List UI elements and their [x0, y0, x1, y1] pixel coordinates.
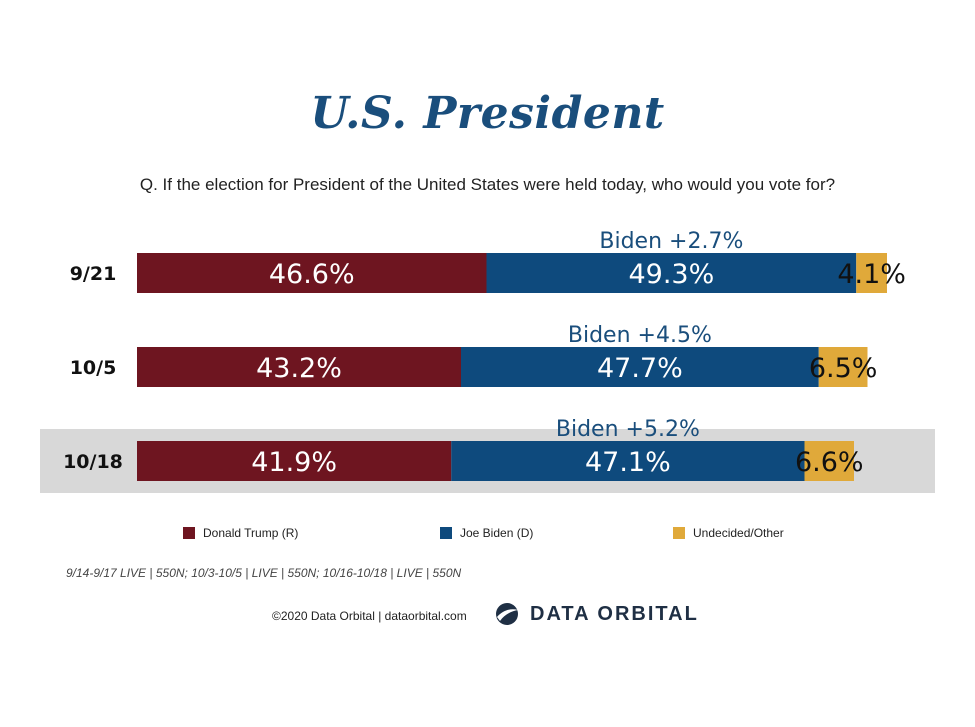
stacked-bar-chart: 9/21 46.6% 49.3% 4.1% Biden +2.7% 10/5 43.2% 47… — [40, 229, 935, 493]
legend-label-trump: Donald Trump (R) — [203, 526, 299, 540]
bar-trump — [137, 347, 461, 387]
value-label-undecided: 4.1% — [837, 259, 906, 290]
value-label-trump: 43.2% — [256, 353, 342, 384]
value-label-trump: 46.6% — [269, 259, 355, 290]
value-label-undecided: 6.5% — [809, 353, 878, 384]
legend-item-biden: Joe Biden (D) — [440, 526, 533, 540]
brand-logo: DATA ORBITAL — [494, 601, 699, 627]
copyright-text: ©2020 Data Orbital | dataorbital.com — [272, 609, 467, 623]
value-label-trump: 41.9% — [251, 447, 337, 478]
legend-swatch-undecided — [673, 527, 685, 539]
legend-label-undecided: Undecided/Other — [693, 526, 784, 540]
bar-biden — [451, 441, 805, 481]
margin-label: Biden +2.7% — [599, 229, 743, 254]
bar-undecided — [818, 347, 868, 387]
legend-item-trump: Donald Trump (R) — [183, 526, 298, 540]
survey-question: Q. If the election for President of the … — [139, 175, 836, 194]
value-label-biden: 49.3% — [628, 259, 714, 290]
methodology-note: 9/14-9/17 LIVE | 550N; 10/3-10/5 | LIVE … — [66, 566, 462, 580]
date-label: 9/21 — [70, 263, 117, 285]
legend-item-undecided: Undecided/Other — [673, 526, 784, 540]
bar-undecided — [856, 253, 887, 293]
brand-name: DATA ORBITAL — [530, 602, 699, 625]
bar-biden — [486, 253, 857, 293]
bar-trump — [137, 253, 487, 293]
value-label-biden: 47.7% — [597, 353, 683, 384]
legend-swatch-biden — [440, 527, 452, 539]
date-label: 10/18 — [63, 451, 123, 473]
value-label-undecided: 6.6% — [795, 447, 864, 478]
legend-swatch-trump — [183, 527, 195, 539]
margin-label: Biden +5.2% — [556, 417, 700, 442]
bar-trump — [137, 441, 452, 481]
value-label-biden: 47.1% — [585, 447, 671, 478]
bar-biden — [461, 347, 819, 387]
legend: Donald Trump (R) Joe Biden (D) Undecided… — [0, 526, 975, 546]
date-label: 10/5 — [70, 357, 117, 379]
bar-undecided — [804, 441, 854, 481]
margin-label: Biden +4.5% — [568, 323, 712, 348]
orbital-logo-icon — [496, 603, 518, 625]
chart-title: U.S. President — [310, 88, 665, 139]
legend-label-biden: Joe Biden (D) — [460, 526, 534, 540]
